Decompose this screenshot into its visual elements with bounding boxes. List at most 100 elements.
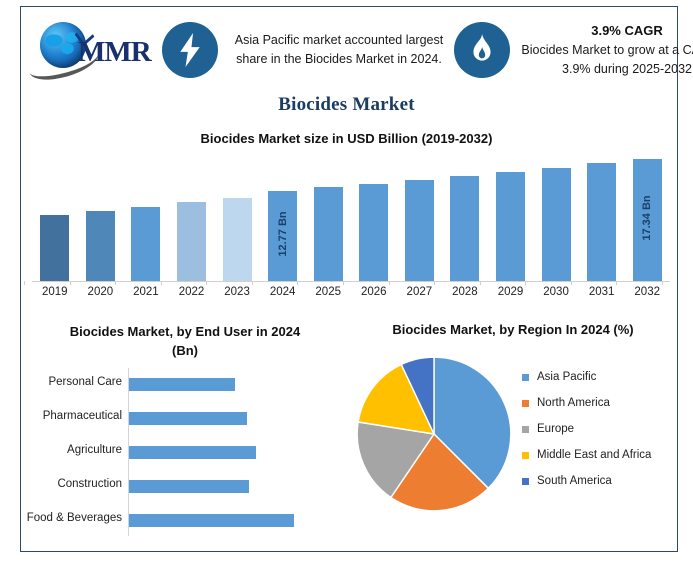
end-user-label-Pharmaceutical: Pharmaceutical [42, 410, 122, 422]
pie-slice-Middle East and Africa [357, 363, 436, 435]
end-user-bar-Construction [129, 480, 250, 493]
column-tick [343, 281, 344, 285]
legend-label-South America: South America [537, 475, 612, 487]
end-user-chart-title-line1: Biocides Market, by End User in 2024 [69, 324, 301, 339]
column-category-label-2024: 2024 [269, 286, 296, 298]
column-tick [479, 281, 481, 285]
column-category-label-2020: 2020 [87, 286, 114, 298]
end-user-bar-Food & Beverages [129, 514, 294, 527]
column-tick [570, 281, 572, 285]
column-tick [388, 281, 390, 285]
legend-item-Middle East and Africa: Middle East and Africa [522, 442, 676, 468]
column-tick [616, 281, 618, 285]
page-title: Biocides Market [278, 94, 415, 115]
region-pie-graphic [356, 356, 512, 512]
flame-icon [454, 22, 510, 78]
column-value-label-2024: 12.77 Bn [276, 211, 289, 257]
column-tick [297, 281, 299, 285]
header-right-text: 3.9% CAGR Biocides Market to grow at a C… [520, 21, 693, 79]
legend-swatch-Europe [522, 425, 529, 433]
column-plot-area: 12.77 Bn 17.34 Bn [32, 150, 670, 281]
column-value-label-2032: 17.34 Bn [641, 195, 654, 241]
column-category-label-2023: 2023 [224, 286, 250, 298]
lightning-bolt-icon [162, 22, 218, 78]
end-user-row-Pharmaceutical: Pharmaceutical [24, 402, 346, 436]
region-chart-title: Biocides Market, by Region In 2024 (%) [392, 322, 634, 337]
column-tick [69, 281, 71, 285]
column-axis-labels: 2019 2020 2021 2022 2023 2024 2025 2026 2027 2028… [32, 286, 670, 302]
column-tick [115, 281, 117, 285]
column-tick [251, 281, 253, 285]
end-user-plot-area: Personal Care Pharmaceutical Agriculture Co… [24, 368, 346, 540]
end-user-label-Personal Care: Personal Care [48, 376, 122, 388]
column-bar-2025 [313, 187, 343, 281]
legend-swatch-South America [522, 477, 529, 485]
legend-item-Europe: Europe [522, 416, 676, 442]
column-bar-2019 [40, 214, 70, 281]
end-user-label-Food & Beverages: Food & Beverages [26, 512, 122, 524]
column-category-label-2019: 2019 [42, 286, 68, 298]
market-size-column-chart: 12.77 Bn 17.34 Bn 2019 2020 2021 2022 2023 202… [24, 150, 670, 300]
column-bar-2021 [131, 206, 161, 281]
lightning-bolt-glyph [180, 33, 200, 67]
legend-item-South America: South America [522, 468, 676, 494]
pie-slice-Asia Pacific [433, 356, 512, 490]
column-bar-2027 [404, 180, 434, 281]
column-bar-2029 [496, 171, 525, 281]
region-pie-chart: Biocides Market, by Region In 2024 (%) A… [350, 322, 676, 548]
column-bar-2031 [587, 163, 617, 281]
pie-slice-Europe [356, 421, 436, 499]
header-bar: MMR Asia Pacific market accounted larges… [22, 8, 693, 92]
header-left-card: Asia Pacific market accounted largest sh… [218, 31, 454, 69]
column-tick [206, 281, 208, 285]
legend-label-North America: North America [537, 397, 610, 409]
end-user-bar-Personal Care [129, 378, 236, 391]
column-bar-2023 [222, 197, 252, 281]
legend-swatch-North America [522, 399, 529, 407]
column-category-label-2025: 2025 [315, 286, 341, 298]
legend-label-Middle East and Africa: Middle East and Africa [537, 449, 652, 461]
column-category-label-2029: 2029 [497, 286, 524, 298]
legend-label-Europe: Europe [537, 423, 575, 435]
column-bar-2026 [359, 183, 389, 281]
column-tick [24, 281, 25, 285]
column-category-label-2030: 2030 [543, 286, 569, 298]
end-user-row-Personal Care: Personal Care [24, 368, 346, 402]
pie-slice-North America [389, 432, 490, 512]
brand-name: MMR [78, 36, 152, 68]
end-user-bar-chart: Biocides Market, by End User in 2024 (Bn… [24, 322, 346, 548]
end-user-row-Construction: Construction [24, 470, 346, 504]
column-category-label-2028: 2028 [452, 286, 478, 298]
cagr-description: Biocides Market to grow at a CAGR of 3.9… [521, 43, 693, 76]
column-chart-title: Biocides Market size in USD Billion (201… [200, 131, 493, 146]
column-tick [525, 281, 527, 285]
column-bar-2024: 12.77 Bn [268, 191, 298, 281]
column-bar-2032: 17.34 Bn [632, 158, 662, 281]
end-user-axis-line [128, 368, 129, 536]
end-user-row-Food & Beverages: Food & Beverages [24, 504, 346, 538]
column-bar-2020 [85, 210, 115, 281]
column-category-label-2022: 2022 [178, 286, 205, 298]
end-user-chart-title-line2: (Bn) [172, 343, 198, 358]
column-bar-2030 [541, 167, 571, 281]
end-user-bar-Pharmaceutical [129, 412, 248, 425]
end-user-row-Agriculture: Agriculture [24, 436, 346, 470]
globe-icon [40, 22, 86, 68]
flame-glyph [473, 34, 491, 61]
end-user-label-Construction: Construction [57, 478, 122, 490]
legend-swatch-Asia Pacific [522, 373, 529, 381]
column-tick [434, 281, 436, 285]
column-bar-2022 [177, 202, 206, 281]
header-left-text: Asia Pacific market accounted largest sh… [234, 33, 444, 66]
column-tick [662, 281, 663, 285]
column-category-label-2021: 2021 [133, 286, 159, 298]
region-legend: Asia Pacific North America Europe Middle Ea… [522, 364, 676, 494]
column-axis-line [32, 281, 670, 282]
legend-label-Asia Pacific: Asia Pacific [537, 371, 597, 383]
end-user-label-Agriculture: Agriculture [67, 444, 122, 456]
header-right-card: 3.9% CAGR Biocides Market to grow at a C… [510, 21, 693, 79]
column-category-label-2026: 2026 [360, 286, 387, 298]
column-category-label-2027: 2027 [406, 286, 433, 298]
column-bar-2028 [450, 176, 480, 281]
